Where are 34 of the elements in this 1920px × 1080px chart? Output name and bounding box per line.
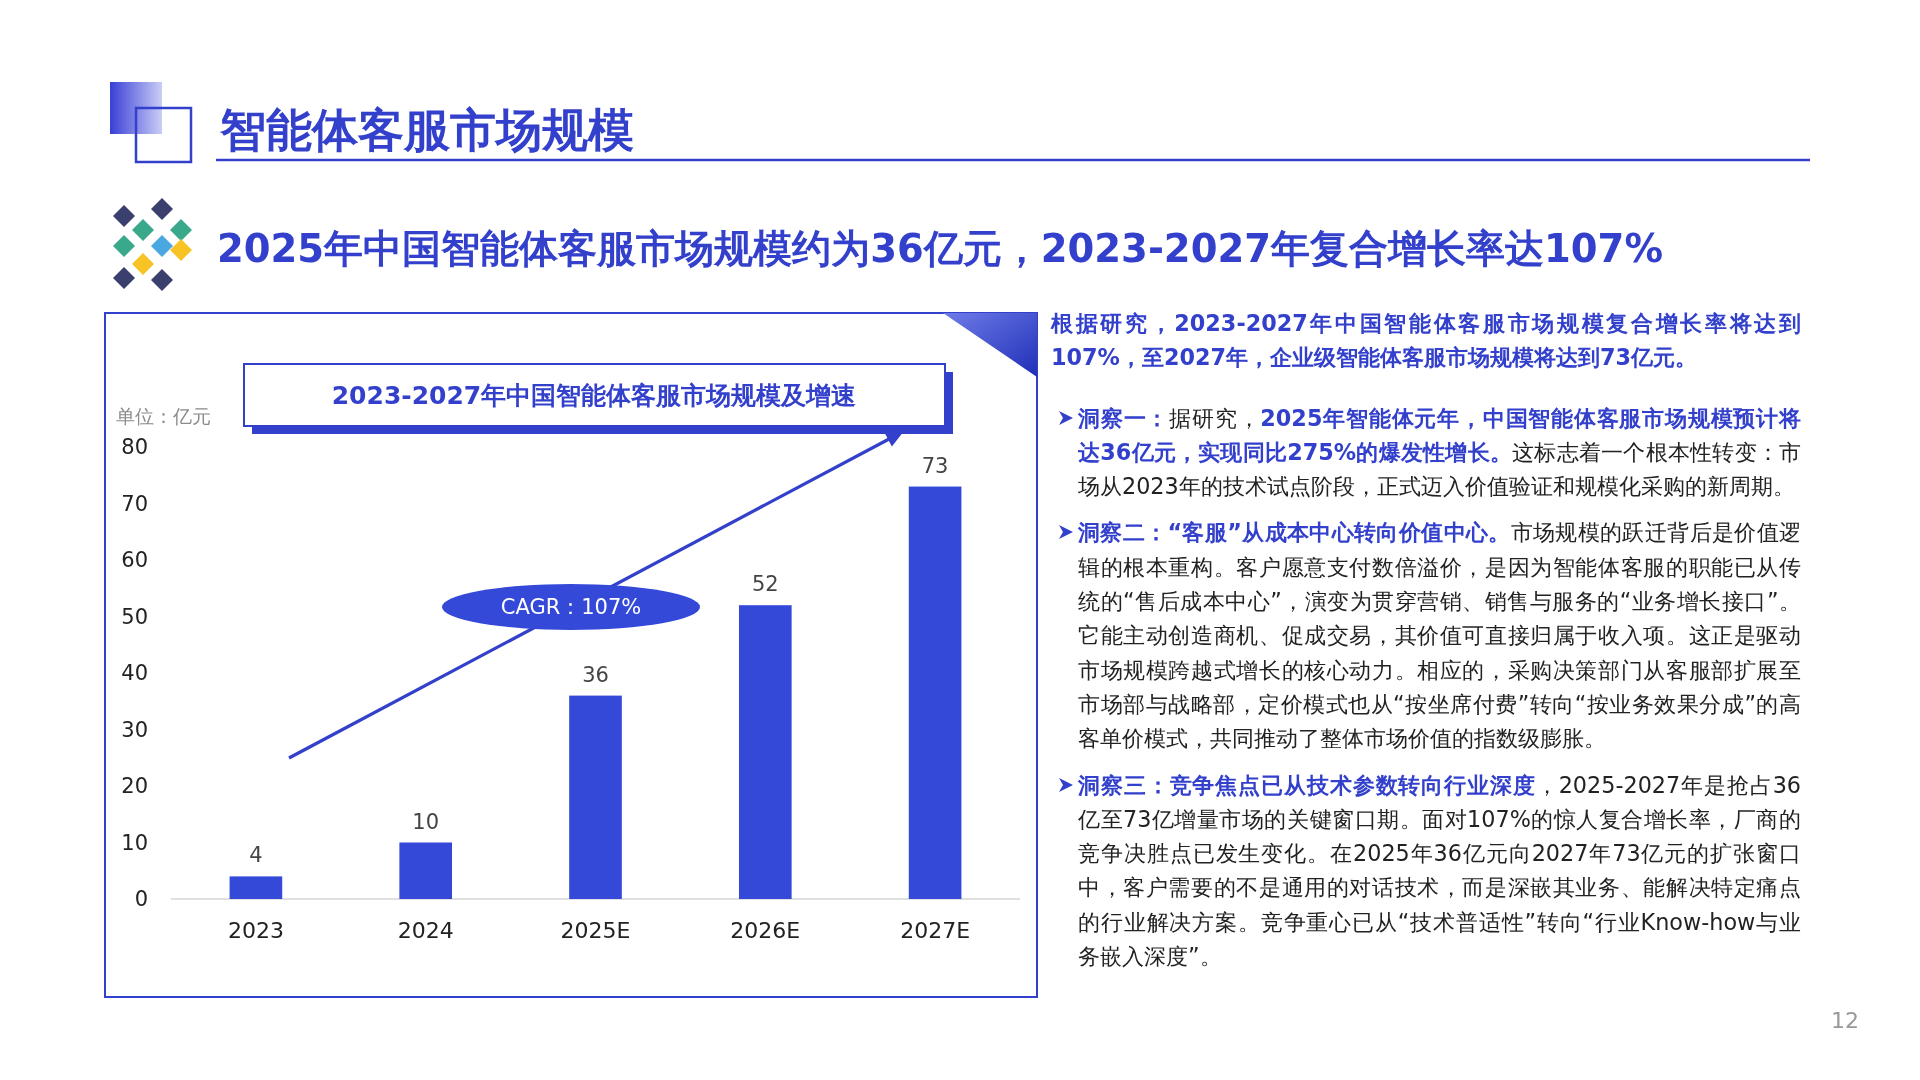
data-label: 36: [582, 662, 609, 687]
x-tick-label: 2023: [227, 918, 284, 943]
y-tick-label: 20: [121, 774, 148, 799]
data-label: 52: [751, 572, 779, 597]
text: 智能体客服市场规模: [219, 103, 634, 157]
y-tick-label: 40: [121, 661, 148, 686]
bar: [908, 486, 962, 899]
text: 洞察三：竞争焦点已从技术参数转向行业深度，2025-2027年是抢占36亿至73亿增量市场的关键窗口期。面对107%的惊人复合增长率，厂商的竞争决胜点已发生变化。在2025年36亿元向2027年73亿元的扩张窗口中，客户需要的不是通用的对话技术，而是深嵌其业务、能解决特定痛点的行业解决方案。竞争重心已从“技术普适性”转向“行业Know-how与业务嵌入深度”。: [1078, 771, 1802, 970]
text: 洞察一：据研究，2025年智能体元年，中国智能体客服市场规模预计将达36亿元，实现同比275%的爆发性增长。这标志着一个根本性转变：市场从2023年的技术试点阶段，正式迈入价值验证和规模化采购的新周期。: [1078, 404, 1802, 500]
x-tick-label: 2024: [397, 918, 454, 943]
y-axis-title: 单位：亿元: [116, 405, 211, 427]
y-tick-label: 0: [134, 887, 148, 912]
y-tick-label: 70: [121, 491, 148, 516]
bar: [738, 605, 792, 899]
y-tick-label: 30: [121, 717, 148, 742]
text: 洞察二：“客服”从成本中心转向价值中心。市场规模的跃迁背后是价值逻辑的根本重构。客户愿意支付数倍溢价，是因为智能体客服的职能已从传统的“售后成本中心”，演变为贯穿营销、销售与服务的“业务增长接口”。它能主动创造商机、促成交易，其价值可直接归属于收入项。这正是驱动市场规模跨越式增长的核心动力。相应的，采购决策部门从客服部扩展至市场部与战略部，定价模式也从“按坐席付费”转向“按业务效果分成”的高客单价模式，共同推动了整体市场价值的指数级膨胀。: [1078, 519, 1802, 752]
y-tick-label: 10: [121, 830, 148, 855]
data-label: 73: [921, 453, 949, 478]
x-tick-label: 2025E: [560, 918, 631, 943]
x-tick-label: 2027E: [900, 918, 971, 943]
data-label: 4: [249, 843, 263, 868]
text: 12: [1831, 1008, 1859, 1033]
x-tick-label: 2026E: [730, 918, 801, 943]
bar: [569, 695, 622, 899]
annotation: CAGR：107%: [500, 595, 642, 620]
y-tick-label: 80: [121, 435, 148, 460]
text: 根据研究，2023-2027年中国智能体客服市场规模复合增长率将达到107%，至2027年，企业级智能体客服市场规模将达到73亿元。: [1051, 310, 1801, 371]
chart-subtitle: 2025年中国智能体客服市场规模约为36亿元，2023-2027年复合增长率达107%: [217, 226, 1663, 271]
data-label: 10: [412, 809, 440, 834]
y-tick-label: 50: [121, 604, 148, 629]
y-tick-label: 60: [121, 548, 148, 573]
bar: [229, 876, 283, 899]
chart-title: 2023-2027年中国智能体客服市场规模及增速: [331, 381, 857, 410]
bar: [399, 842, 453, 899]
